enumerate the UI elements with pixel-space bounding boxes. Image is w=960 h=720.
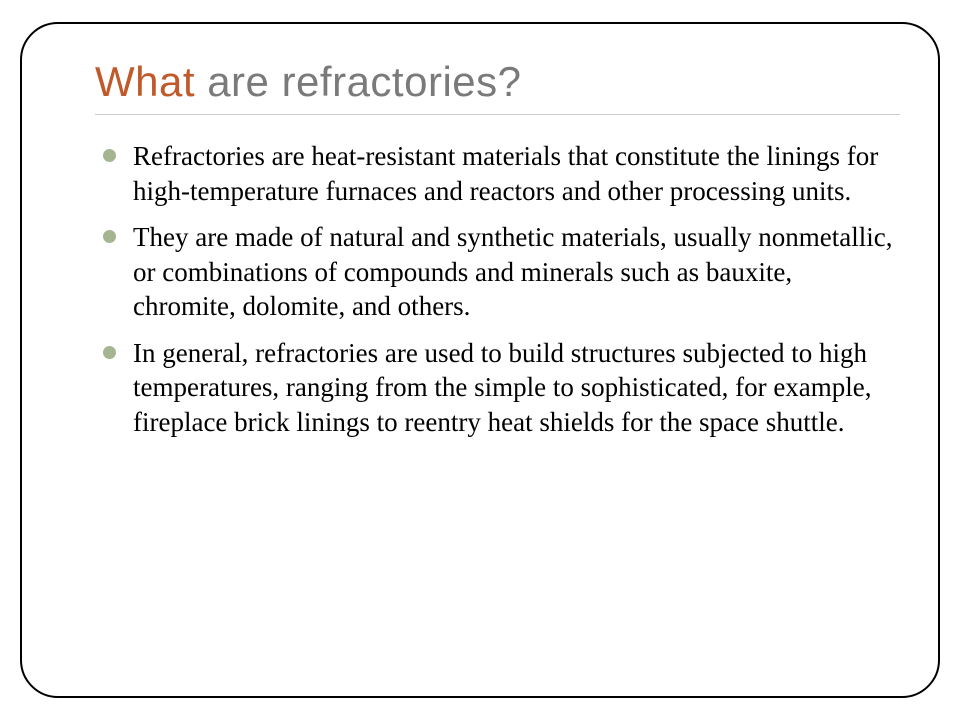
slide-title: What are refractories?	[95, 58, 900, 106]
list-item: They are made of natural and synthetic m…	[95, 220, 900, 324]
list-item: In general, refractories are used to bui…	[95, 336, 900, 440]
bullet-text: Refractories are heat-resistant material…	[133, 141, 878, 206]
bullet-text: In general, refractories are used to bui…	[133, 338, 872, 437]
title-underline	[95, 114, 900, 115]
title-accent-word: What	[95, 58, 195, 105]
title-rest: are refractories?	[195, 58, 521, 105]
list-item: Refractories are heat-resistant material…	[95, 139, 900, 208]
slide-content: What are refractories? Refractories are …	[95, 58, 900, 451]
bullet-icon	[103, 346, 116, 359]
bullet-icon	[103, 230, 116, 243]
bullet-icon	[103, 149, 116, 162]
bullet-list: Refractories are heat-resistant material…	[95, 139, 900, 439]
bullet-text: They are made of natural and synthetic m…	[133, 222, 892, 321]
